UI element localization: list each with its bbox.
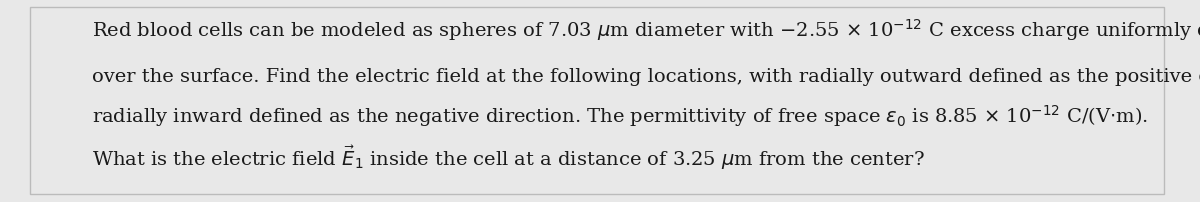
Text: What is the electric field $\vec{E}_1$ inside the cell at a distance of 3.25 $\m: What is the electric field $\vec{E}_1$ i… (92, 143, 925, 171)
Text: radially inward defined as the negative direction. The permittivity of free spac: radially inward defined as the negative … (92, 102, 1148, 128)
Text: Red blood cells can be modeled as spheres of 7.03 $\mu$m diameter with $-$2.55 $: Red blood cells can be modeled as sphere… (92, 17, 1200, 42)
Text: over the surface. Find the electric field at the following locations, with radia: over the surface. Find the electric fiel… (92, 67, 1200, 85)
